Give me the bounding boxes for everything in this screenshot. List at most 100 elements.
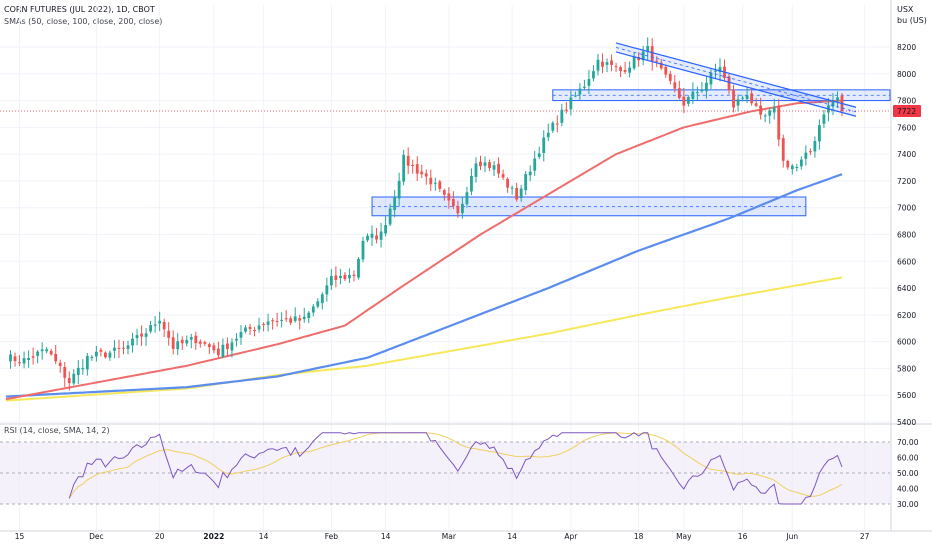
candle-body [167, 330, 171, 338]
candle-body [461, 203, 464, 214]
candle-body [786, 160, 790, 168]
candle-body [415, 164, 419, 174]
candle-body [727, 76, 731, 91]
trendline-lower [615, 51, 857, 117]
price-tick-label: 7400 [897, 150, 916, 159]
rsi-tick-label: 70.00 [897, 438, 919, 447]
candle-body [754, 103, 758, 106]
candle-body [546, 132, 550, 138]
candle-body [528, 171, 532, 176]
candle-body [497, 163, 500, 174]
candle-body [194, 335, 198, 344]
price-tick-label: 6400 [897, 284, 916, 293]
price-tick-label: 6600 [897, 257, 916, 266]
candle-body [36, 351, 40, 356]
candle-body [578, 88, 582, 95]
candle-body [189, 337, 193, 340]
candle-body [9, 354, 12, 362]
candle-body [718, 67, 722, 72]
candle-body [790, 165, 794, 170]
candle-body [542, 137, 546, 153]
candle-body [27, 357, 30, 360]
candle-body [695, 92, 699, 94]
candle-body [601, 61, 604, 67]
candle-body [714, 70, 717, 72]
candle-body [230, 342, 234, 351]
candle-body [248, 326, 252, 330]
candle-body [153, 324, 157, 326]
candle-body [488, 162, 491, 169]
candle-body [583, 86, 586, 88]
rsi-line [68, 432, 843, 505]
candle-body [592, 71, 595, 79]
candle-body [438, 181, 442, 189]
candle-body [510, 187, 514, 189]
price-tick-label: 7000 [897, 204, 916, 213]
candle-body [813, 141, 817, 152]
price-tick-label: 7800 [897, 97, 916, 106]
candle-body [131, 338, 134, 346]
candle-body [99, 349, 103, 352]
candle-body [280, 319, 284, 321]
candle-body [573, 95, 577, 97]
price-tick-label: 7200 [897, 177, 916, 186]
trendline-channel [615, 42, 857, 117]
candle-body [397, 180, 401, 199]
candle-body [614, 66, 618, 68]
sma100-line [5, 173, 843, 398]
price-tick-label: 5400 [897, 418, 916, 427]
candle-body [293, 316, 297, 321]
candle-body [411, 164, 415, 166]
candle-body [135, 335, 139, 339]
candle-body [216, 348, 220, 356]
sma200-line [5, 276, 843, 402]
candle-body [329, 275, 333, 286]
candle-body [316, 301, 320, 307]
candle-body [158, 320, 162, 324]
candle-body [31, 356, 35, 358]
candle-body [836, 97, 839, 102]
candle-body [451, 199, 455, 207]
candle-body [596, 59, 600, 71]
rsi-panel [0, 432, 890, 505]
candle-body [54, 353, 58, 362]
candle-body [104, 352, 107, 358]
candle-body [818, 125, 821, 142]
candle-body [456, 205, 460, 214]
candle-body [22, 358, 26, 364]
candle-body [420, 171, 424, 175]
candle-body [406, 155, 410, 166]
candle-body [623, 69, 627, 72]
trendline-mid [615, 47, 857, 113]
candle-body [628, 67, 632, 73]
candle-body [302, 316, 306, 320]
candle-body [140, 333, 143, 337]
candle-body [366, 235, 369, 241]
trendline-upper [615, 42, 857, 108]
candle-body [569, 97, 573, 110]
candles [9, 37, 844, 391]
candle-body [822, 114, 826, 124]
sma-indicator-label[interactable]: SMAs (50, close, 100, close, 200, close) [4, 17, 163, 26]
candle-body [108, 352, 112, 358]
last-price-badge [893, 105, 921, 118]
chart-title: CORN FUTURES (JUL 2022), 1D, CBOT [4, 5, 155, 14]
price-tick-label: 8200 [897, 43, 916, 52]
candle-body [768, 110, 772, 116]
candle-body [239, 332, 243, 338]
candle-body [67, 378, 71, 384]
candle-body [655, 60, 659, 62]
time-tick-label: 20 [155, 532, 165, 541]
candle-body [605, 62, 609, 65]
rsi-indicator-label[interactable]: RSI (14, close, SMA, 14, 2) [4, 426, 110, 435]
candle-body [320, 294, 324, 304]
trend-channel-fill [616, 42, 856, 117]
time-tick-label: 18 [634, 532, 644, 541]
candle-body [483, 162, 487, 166]
time-tick-label: Dec [89, 532, 104, 541]
candle-body [343, 274, 347, 280]
candle-body [551, 122, 555, 131]
candle-body [176, 341, 180, 350]
candle-body [203, 342, 207, 344]
